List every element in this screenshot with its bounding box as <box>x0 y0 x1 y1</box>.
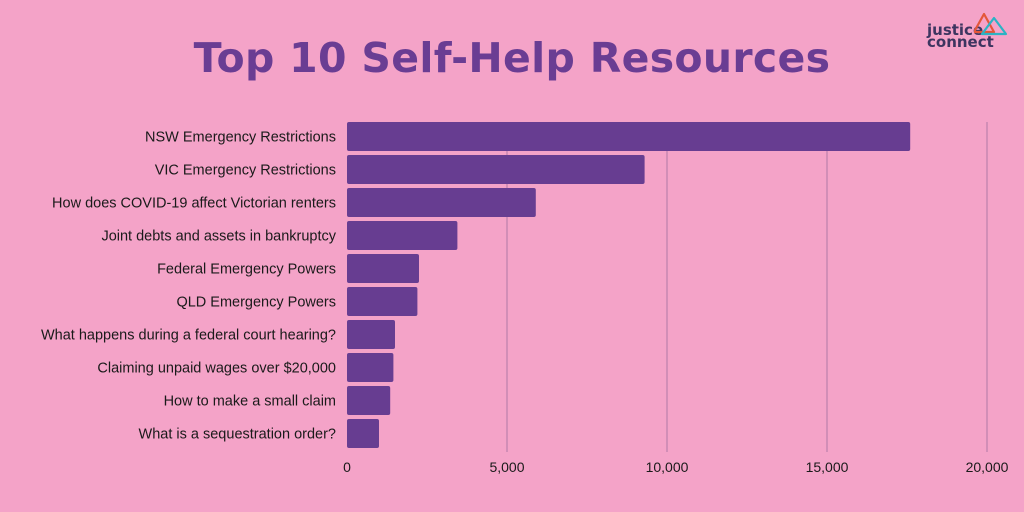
x-tick-label: 5,000 <box>489 459 524 475</box>
bar <box>347 122 911 151</box>
justice-connect-logo: justice connect <box>924 12 1016 52</box>
logo-text-line2: connect <box>927 33 994 51</box>
x-tick-label: 10,000 <box>646 459 689 475</box>
bar <box>347 287 418 316</box>
category-labels: NSW Emergency Restrictions VIC Emergency … <box>41 130 337 443</box>
bar <box>347 419 379 448</box>
category-label: VIC Emergency Restrictions <box>155 163 336 179</box>
x-tick-label: 15,000 <box>806 459 849 475</box>
bar <box>347 221 458 250</box>
bar <box>347 353 394 382</box>
bar <box>347 155 645 184</box>
x-tick-label: 0 <box>343 459 351 475</box>
category-label: Federal Emergency Powers <box>157 262 336 278</box>
x-axis-tick-labels: 0 5,000 10,000 15,000 20,000 <box>343 459 1009 475</box>
bar <box>347 320 395 349</box>
x-tick-label: 20,000 <box>966 459 1009 475</box>
category-label: How does COVID-19 affect Victorian rente… <box>52 196 336 212</box>
logo-triangles-icon <box>974 12 1008 36</box>
bar <box>347 188 536 217</box>
category-label: How to make a small claim <box>164 394 336 410</box>
chart-title: Top 10 Self-Help Resources <box>193 34 831 82</box>
category-label: What happens during a federal court hear… <box>41 328 336 344</box>
category-label: NSW Emergency Restrictions <box>145 130 336 146</box>
category-label: Joint debts and assets in bankruptcy <box>101 229 336 245</box>
bar <box>347 386 391 415</box>
category-label: Claiming unpaid wages over $20,000 <box>97 361 336 377</box>
bars <box>347 122 911 448</box>
logo-text-line1: justice <box>927 21 984 39</box>
category-label: QLD Emergency Powers <box>176 295 336 311</box>
bar <box>347 254 419 283</box>
category-label: What is a sequestration order? <box>139 427 336 443</box>
